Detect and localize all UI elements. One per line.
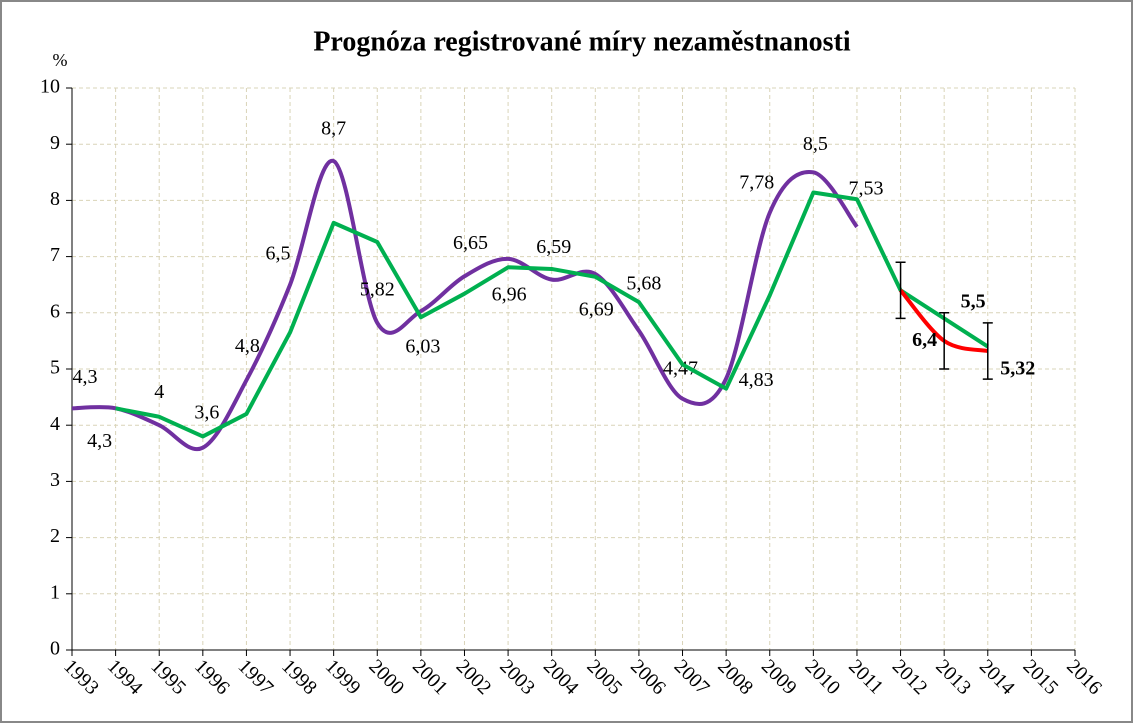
y-tick-label: 6 [50,300,60,322]
data-label: 4 [154,381,164,403]
y-tick-label: 1 [50,581,60,603]
data-label: 5,5 [961,290,986,312]
data-label: 4,47 [663,357,698,379]
data-label: 5,32 [1000,358,1035,380]
data-label: 5,68 [626,272,661,294]
data-label: 4,3 [73,366,98,388]
data-label: 6,4 [912,329,937,351]
data-label: 7,53 [848,177,883,199]
data-label: 6,65 [453,232,488,254]
y-tick-label: 5 [50,357,60,379]
y-tick-label: 10 [40,76,60,98]
chart-title: Prognóza registrované míry nezaměstnanos… [313,26,851,57]
series-line [115,190,989,439]
data-label: 6,69 [579,299,614,321]
y-axis-label: % [53,50,68,70]
error-bar [895,261,906,320]
data-label: 4,8 [235,335,260,357]
data-label: 7,78 [739,171,774,193]
data-label: 3,6 [194,401,219,423]
error-bar [982,322,993,380]
data-label: 4,3 [87,430,112,452]
data-label: 8,7 [321,118,346,140]
y-tick-label: 8 [50,188,60,210]
y-tick-label: 4 [50,413,60,435]
y-tick-label: 0 [50,638,60,660]
data-label: 4,83 [739,369,774,391]
y-tick-label: 3 [50,469,60,491]
error-bar [939,312,950,370]
data-label: 6,5 [266,242,291,264]
data-label: 6,59 [536,236,571,258]
data-label: 5,82 [360,279,395,301]
data-label: 6,96 [492,283,527,305]
y-tick-label: 2 [50,525,60,547]
y-tick-label: 7 [50,244,60,266]
data-label: 6,03 [405,336,440,358]
data-label: 8,5 [803,133,828,155]
y-tick-label: 9 [50,132,60,154]
